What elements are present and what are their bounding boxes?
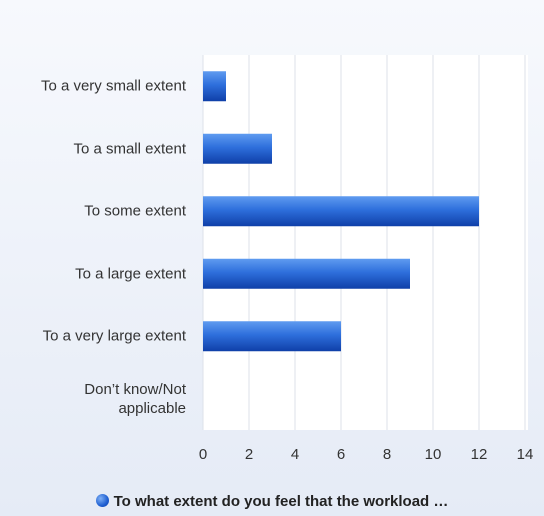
x-tick-label: 10 bbox=[424, 446, 442, 463]
x-tick-label: 0 bbox=[198, 446, 208, 463]
y-tick-label: Don’t know/Not applicable bbox=[84, 380, 186, 417]
x-tick-label: 6 bbox=[336, 446, 346, 463]
x-tick-label: 14 bbox=[516, 446, 534, 463]
x-tick-label: 4 bbox=[290, 446, 300, 463]
y-tick-label: To a very large extent bbox=[42, 327, 186, 345]
y-tick-label: To a very small extent bbox=[40, 77, 186, 95]
legend-swatch bbox=[95, 494, 109, 507]
bar bbox=[203, 133, 272, 164]
bar bbox=[203, 196, 479, 227]
plot-area bbox=[203, 55, 528, 430]
y-tick-label: To a small extent bbox=[73, 140, 186, 158]
legend-label: To what extent do you feel that the work… bbox=[113, 493, 449, 510]
x-tick-label: 2 bbox=[244, 446, 254, 463]
y-tick-label: To some extent bbox=[84, 202, 186, 220]
x-tick-label: 8 bbox=[382, 446, 392, 463]
y-tick-label: To a large extent bbox=[75, 265, 186, 283]
bar bbox=[203, 258, 410, 289]
x-tick-label: 12 bbox=[470, 446, 488, 463]
legend: To what extent do you feel that the work… bbox=[0, 493, 544, 510]
bar bbox=[203, 321, 341, 352]
bar bbox=[203, 71, 226, 102]
